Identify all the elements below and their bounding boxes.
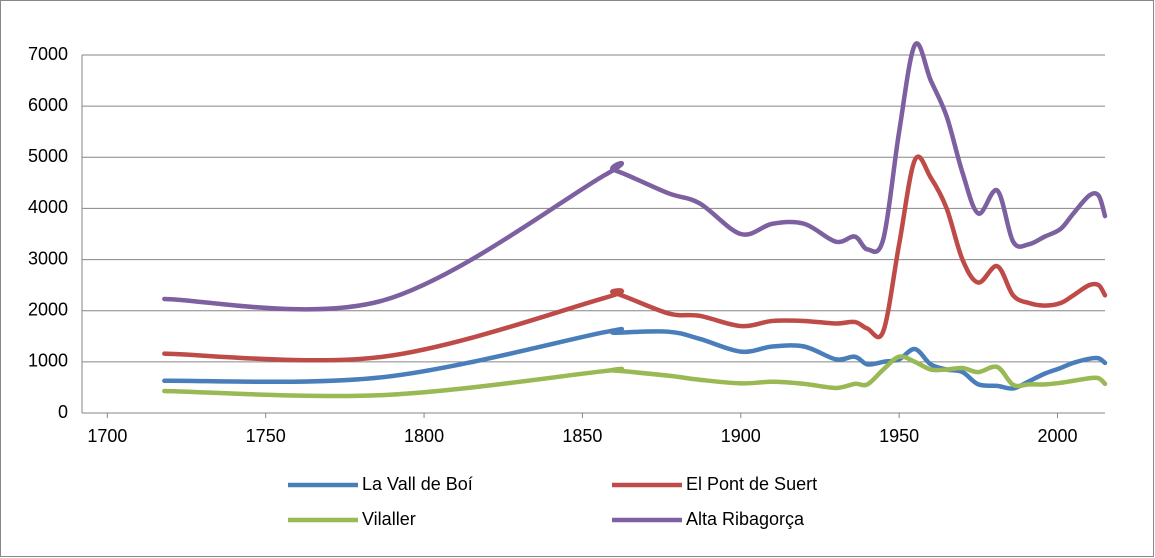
y-tick-label: 1000 [28, 351, 68, 371]
x-tick-label: 1800 [404, 426, 444, 446]
x-tick-label: 2000 [1037, 426, 1077, 446]
y-tick-label: 3000 [28, 248, 68, 268]
legend-label: El Pont de Suert [686, 474, 817, 494]
y-tick-label: 7000 [28, 44, 68, 64]
y-tick-label: 6000 [28, 95, 68, 115]
x-tick-label: 1750 [246, 426, 286, 446]
series-line [162, 154, 1108, 363]
y-tick-label: 0 [58, 402, 68, 422]
x-tick-label: 1700 [87, 426, 127, 446]
legend-label: Alta Ribagorça [686, 509, 805, 529]
y-tick-label: 2000 [28, 299, 68, 319]
series-line [162, 41, 1108, 312]
y-tick-label: 5000 [28, 146, 68, 166]
x-tick-label: 1900 [721, 426, 761, 446]
y-tick-label: 4000 [28, 197, 68, 217]
x-tick-label: 1950 [879, 426, 919, 446]
series-line [162, 354, 1108, 399]
x-tick-label: 1850 [562, 426, 602, 446]
legend-label: Vilaller [362, 509, 416, 529]
legend-label: La Vall de Boí [362, 474, 473, 494]
